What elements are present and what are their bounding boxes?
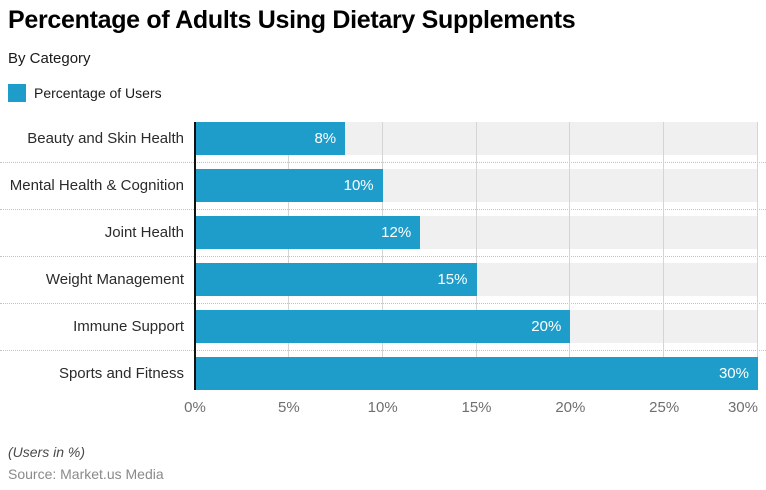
x-tick-label: 0% (184, 399, 206, 416)
bar-track: 8% (195, 122, 758, 155)
chart-subtitle: By Category (8, 50, 91, 67)
x-tick-label: 10% (367, 399, 398, 416)
category-label: Joint Health (104, 224, 184, 241)
bar-track: 20% (195, 310, 758, 343)
category-label: Mental Health & Cognition (9, 177, 184, 194)
bar-row: Beauty and Skin Health 8% (0, 122, 766, 169)
bar: 15% (195, 263, 477, 296)
x-tick-label: 15% (461, 399, 492, 416)
category-label: Beauty and Skin Health (27, 130, 184, 147)
source-text: Source: Market.us Media (8, 466, 164, 482)
bar: 12% (195, 216, 421, 249)
x-tick-label: 5% (277, 399, 300, 416)
bar: 8% (195, 122, 346, 155)
bar-row: Weight Management 15% (0, 263, 766, 310)
x-axis: 0% 5% 10% 15% 20% 25% 30% (184, 399, 758, 417)
legend-label: Percentage of Users (34, 85, 162, 101)
page-title: Percentage of Adults Using Dietary Suppl… (8, 6, 576, 34)
bar-row: Immune Support 20% (0, 310, 766, 357)
bar: 20% (195, 310, 571, 343)
bar-track: 10% (195, 169, 758, 202)
category-label: Sports and Fitness (58, 365, 184, 382)
bar-value-label: 12% (381, 224, 412, 241)
units-note: (Users in %) (8, 444, 86, 460)
category-label: Immune Support (73, 318, 184, 335)
bar-value-label: 10% (343, 177, 374, 194)
x-tick-label: 20% (555, 399, 586, 416)
bar: 10% (195, 169, 383, 202)
bar-value-label: 20% (531, 318, 562, 335)
x-tick-label: 25% (649, 399, 680, 416)
bar-value-label: 15% (437, 271, 468, 288)
bar-track: 12% (195, 216, 758, 249)
bar-row: Sports and Fitness 30% (0, 357, 766, 390)
bar-row: Joint Health 12% (0, 216, 766, 263)
bar: 30% (195, 357, 758, 390)
bar-track: 15% (195, 263, 758, 296)
legend-swatch-icon (8, 84, 26, 102)
legend: Percentage of Users (8, 84, 758, 102)
y-axis-line (194, 122, 196, 390)
bar-track: 30% (195, 357, 758, 390)
bar-chart: Beauty and Skin Health 8% Mental Health & … (0, 122, 766, 390)
bar-rows: Beauty and Skin Health 8% Mental Health & … (0, 122, 766, 390)
bar-value-label: 8% (314, 130, 337, 147)
x-tick-label: 30% (727, 399, 758, 416)
bar-value-label: 30% (718, 365, 749, 382)
bar-row: Mental Health & Cognition 10% (0, 169, 766, 216)
category-label: Weight Management (45, 271, 184, 288)
